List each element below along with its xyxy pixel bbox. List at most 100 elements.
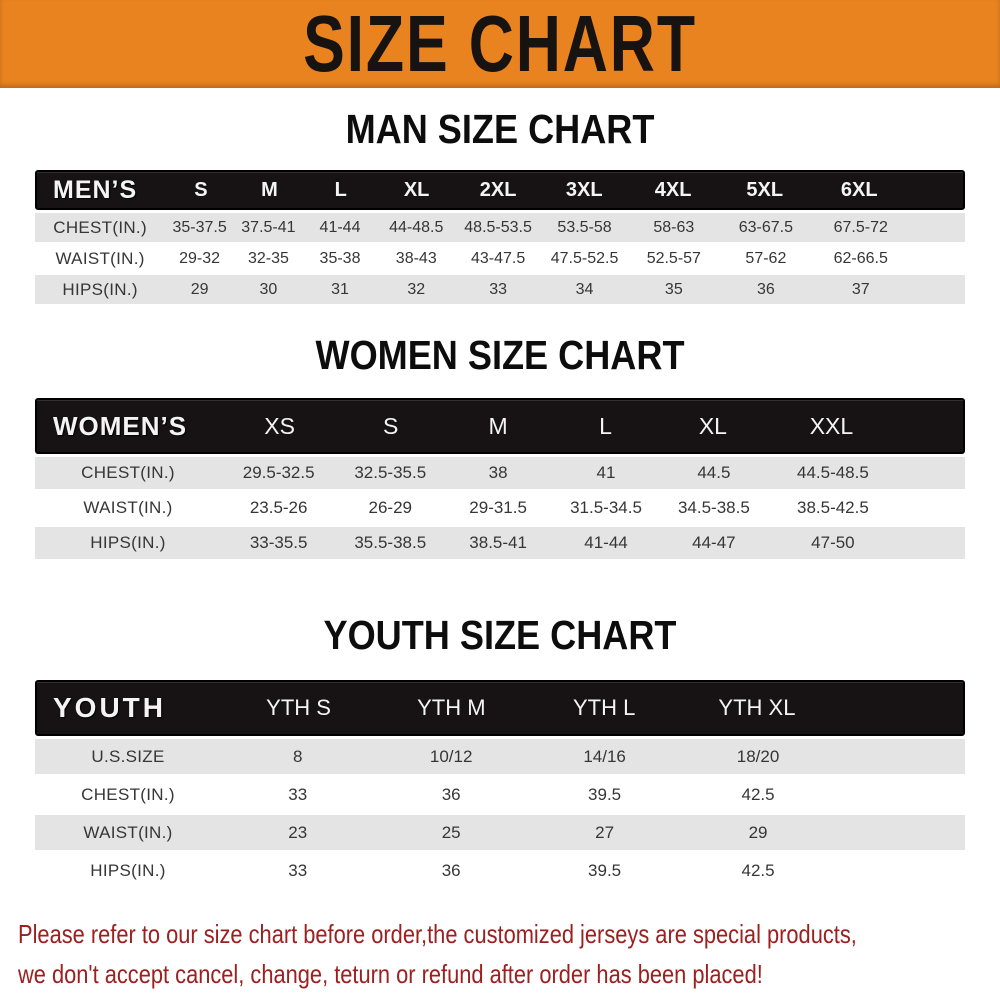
size-value-cell: 38-43 — [395, 249, 437, 267]
table-row-chestin.: CHEST(IN.) 33 36 39.5 42.5 — [35, 777, 965, 812]
table-row-hipsin.: HIPS(IN.) 33 36 39.5 42.5 — [35, 853, 965, 888]
size-value-cell: 29 — [748, 822, 768, 842]
size-value-cell: 31 — [331, 280, 349, 298]
size-column-header: S — [194, 178, 208, 201]
size-value-cell: 44-48.5 — [389, 218, 444, 236]
size-value-cell: 29-32 — [179, 249, 221, 267]
size-column-header: 5XL — [746, 178, 784, 201]
size-column-header: YTH L — [572, 695, 636, 720]
youth-table-header-bar: YOUTH YTH S YTH M YTH L YTH XL — [35, 680, 965, 736]
row-label: U.S.SIZE — [91, 746, 165, 766]
footer-note: Please refer to our size chart before or… — [18, 914, 1000, 994]
table-row-waistin.: WAIST(IN.) 23.5-26 26-29 29-31.5 31.5-34.5 34… — [35, 492, 965, 524]
size-value-cell: 41-44 — [319, 218, 361, 236]
size-value-cell: 63-67.5 — [738, 218, 794, 236]
size-column-header: YTH S — [266, 695, 331, 720]
table-corner-label: MEN’S — [53, 175, 138, 204]
banner-title: SIZE CHART — [303, 0, 697, 89]
size-column-header: L — [334, 178, 347, 201]
size-column-header: S — [383, 412, 399, 439]
row-label: HIPS(IN.) — [90, 533, 166, 552]
size-value-cell: 35 — [664, 280, 683, 298]
size-value-cell: 44.5 — [697, 463, 731, 482]
size-value-cell: 42.5 — [741, 784, 775, 804]
row-label: HIPS(IN.) — [90, 860, 166, 880]
size-value-cell: 39.5 — [588, 784, 622, 804]
women-table-header-bar: WOMEN’S XS S M L XL XXL — [35, 398, 965, 454]
size-value-cell: 26-29 — [368, 498, 412, 517]
banner: SIZE CHART — [0, 0, 1000, 88]
size-column-header: 4XL — [654, 178, 692, 201]
men-size-table: MEN’S S M L XL 2XL 3XL 4XL 5XL 6XL CHEST(IN.) 35-3… — [35, 170, 965, 304]
size-column-header: XL — [698, 412, 727, 439]
row-label: CHEST(IN.) — [53, 217, 147, 237]
size-value-cell: 42.5 — [741, 860, 775, 880]
table-row-waistin.: WAIST(IN.) 23 25 27 29 — [35, 815, 965, 850]
size-column-header: YTH XL — [718, 695, 796, 720]
size-value-cell: 33-35.5 — [249, 533, 308, 552]
size-value-cell: 58-63 — [653, 218, 695, 236]
table-row-chestin.: CHEST(IN.) 35-37.5 37.5-41 41-44 44-48.5 48.5… — [35, 213, 965, 242]
size-value-cell: 43-47.5 — [470, 249, 526, 267]
row-label: WAIST(IN.) — [83, 822, 173, 842]
size-value-cell: 23 — [288, 822, 308, 842]
size-value-cell: 10/12 — [429, 746, 473, 766]
size-value-cell: 36 — [756, 280, 775, 298]
size-value-cell: 53.5-58 — [557, 218, 612, 236]
size-value-cell: 48.5-53.5 — [464, 218, 532, 236]
size-column-header: XL — [403, 178, 430, 201]
size-value-cell: 37 — [851, 280, 870, 298]
size-value-cell: 36 — [441, 784, 461, 804]
size-column-header: XXL — [809, 412, 854, 439]
size-value-cell: 34.5-38.5 — [677, 498, 750, 517]
size-value-cell: 41-44 — [584, 533, 628, 552]
size-value-cell: 25 — [441, 822, 461, 842]
size-value-cell: 47.5-52.5 — [550, 249, 619, 267]
size-value-cell: 33 — [489, 280, 507, 298]
size-value-cell: 32.5-35.5 — [354, 463, 427, 482]
size-value-cell: 35-38 — [319, 249, 361, 267]
row-label: HIPS(IN.) — [62, 279, 138, 299]
men-table-header-bar: MEN’S S M L XL 2XL 3XL 4XL 5XL 6XL — [35, 170, 965, 210]
size-value-cell: 67.5-72 — [833, 218, 888, 236]
size-column-header: M — [261, 178, 278, 201]
size-value-cell: 32-35 — [247, 249, 289, 267]
size-value-cell: 62-66.5 — [833, 249, 888, 267]
youth-size-chart-heading: YOUTH SIZE CHART — [323, 613, 677, 659]
table-corner-label: YOUTH — [53, 692, 166, 723]
row-label: CHEST(IN.) — [81, 784, 175, 804]
footer-line-1: Please refer to our size chart before or… — [18, 919, 857, 949]
size-column-header: YTH M — [417, 695, 486, 720]
table-row-u.s.size: U.S.SIZE 8 10/12 14/16 18/20 — [35, 739, 965, 774]
size-value-cell: 35-37.5 — [172, 218, 227, 236]
table-row-chestin.: CHEST(IN.) 29.5-32.5 32.5-35.5 38 41 44.5 44.5… — [35, 457, 965, 489]
size-value-cell: 29.5-32.5 — [242, 463, 315, 482]
table-row-waistin.: WAIST(IN.) 29-32 32-35 35-38 38-43 43-47.5 47.… — [35, 244, 965, 273]
size-value-cell: 34 — [575, 280, 594, 298]
size-column-header: 2XL — [479, 178, 517, 201]
size-value-cell: 38 — [488, 463, 508, 482]
women-size-chart-heading: WOMEN SIZE CHART — [315, 333, 685, 379]
size-value-cell: 31.5-34.5 — [570, 498, 642, 517]
size-value-cell: 39.5 — [588, 860, 622, 880]
size-value-cell: 23.5-26 — [249, 498, 308, 517]
size-value-cell: 27 — [595, 822, 615, 842]
size-value-cell: 57-62 — [745, 249, 787, 267]
size-value-cell: 33 — [288, 860, 308, 880]
size-value-cell: 38.5-41 — [469, 533, 527, 552]
youth-size-table: YOUTH YTH S YTH M YTH L YTH XL U.S.SIZE 8 10/1… — [35, 680, 965, 888]
size-column-header: 3XL — [565, 178, 603, 201]
size-column-header: L — [599, 412, 612, 439]
table-row-hipsin.: HIPS(IN.) 29 30 31 32 33 34 35 36 37 — [35, 275, 965, 304]
size-value-cell: 52.5-57 — [646, 249, 701, 267]
size-value-cell: 38.5-42.5 — [796, 498, 869, 517]
size-value-cell: 33 — [288, 784, 308, 804]
size-value-cell: 29-31.5 — [469, 498, 527, 517]
size-value-cell: 30 — [259, 280, 278, 298]
size-column-header: 6XL — [840, 178, 878, 201]
size-value-cell: 29 — [190, 280, 209, 298]
size-column-header: XS — [264, 412, 295, 439]
footer-line-2: we don't accept cancel, change, teturn o… — [18, 959, 763, 989]
size-value-cell: 18/20 — [736, 746, 780, 766]
row-label: WAIST(IN.) — [55, 248, 145, 268]
